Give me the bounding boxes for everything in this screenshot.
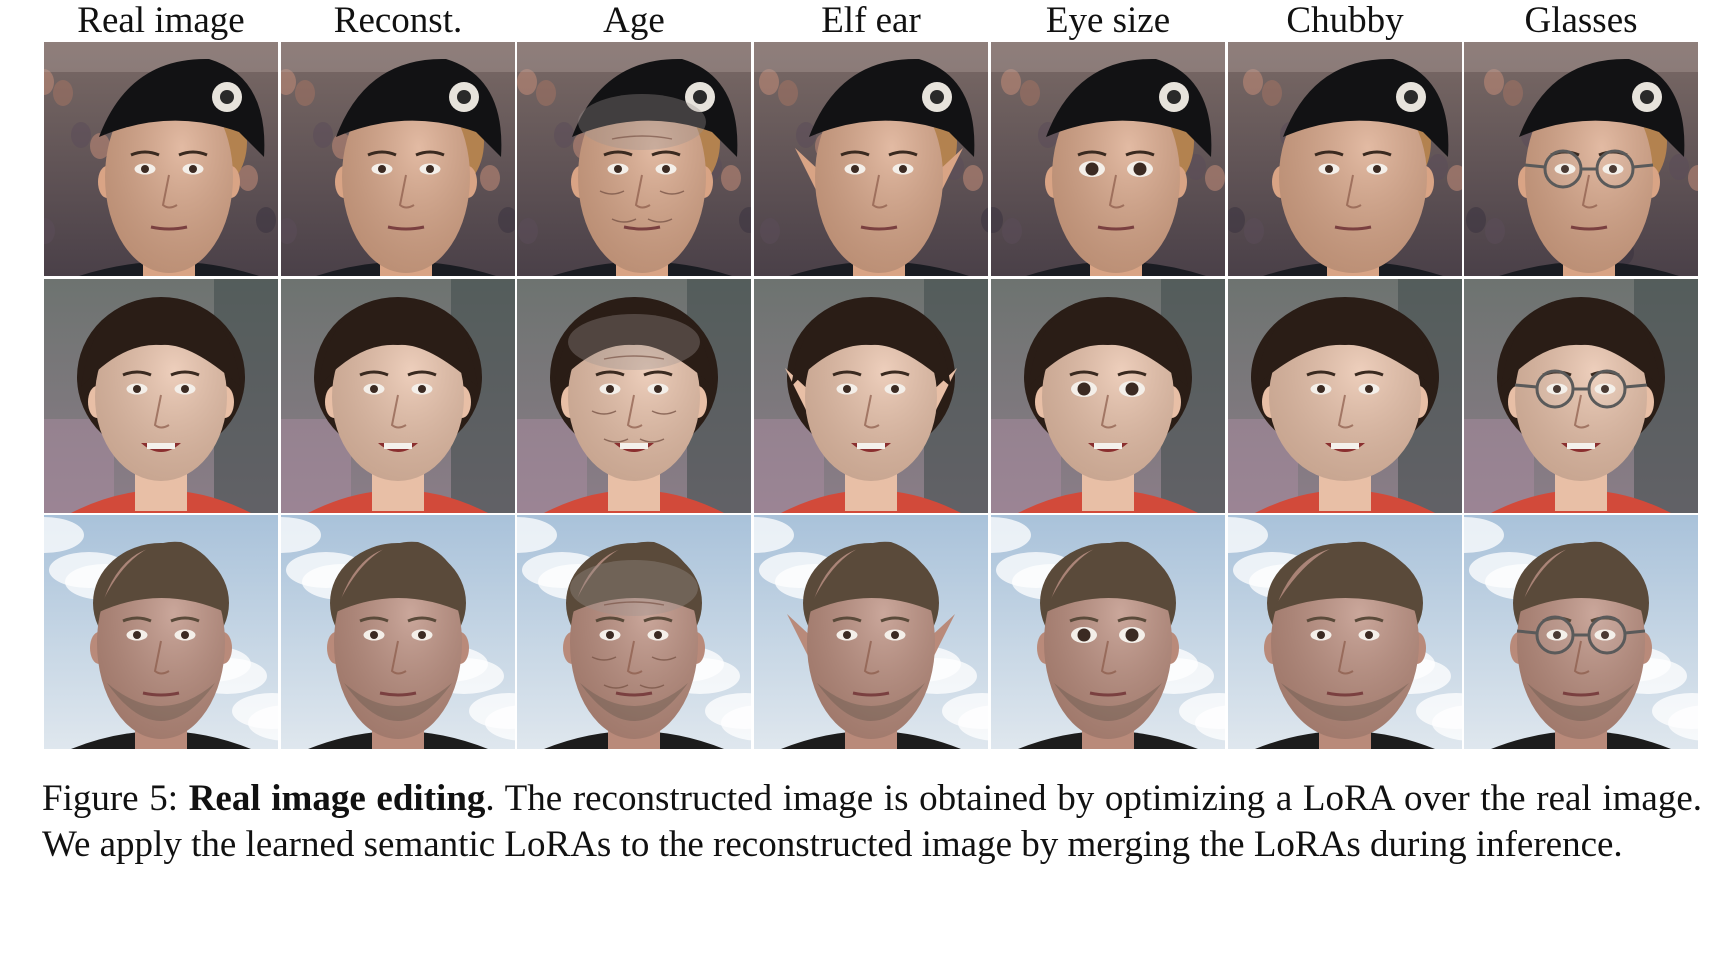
image-grid: [44, 42, 1698, 750]
column-header-real-image: Real image: [77, 0, 245, 41]
column-header-elf-ear: Elf ear: [821, 0, 921, 41]
face-image-r2-age: [517, 279, 751, 513]
face-image-r2-chubby: [1228, 279, 1462, 513]
column-header-chubby: Chubby: [1286, 0, 1404, 41]
face-image-r1-chubby: [1228, 42, 1462, 276]
face-image-r1-age: [517, 42, 751, 276]
column-header-age: Age: [603, 0, 665, 41]
face-image-r1-reconst: [281, 42, 515, 276]
face-image-r3-glasses: [1464, 515, 1698, 749]
face-image-r3-reconst: [281, 515, 515, 749]
column-header-eye-size: Eye size: [1045, 0, 1171, 41]
face-image-r1-real-image: [44, 42, 278, 276]
figure-caption: Figure 5: Real image editing. The recons…: [42, 776, 1702, 868]
face-image-r1-glasses: [1464, 42, 1698, 276]
face-image-r2-real-image: [44, 279, 278, 513]
column-header-reconst: Reconst.: [333, 0, 463, 41]
caption-label: Figure 5:: [42, 778, 189, 819]
face-image-r3-age: [517, 515, 751, 749]
face-image-r2-eye-size: [991, 279, 1225, 513]
face-image-r1-elf-ear: [754, 42, 988, 276]
face-image-r3-eye-size: [991, 515, 1225, 749]
face-image-r2-reconst: [281, 279, 515, 513]
face-image-r2-elf-ear: [754, 279, 988, 513]
column-header-glasses: Glasses: [1524, 0, 1638, 41]
face-image-r3-chubby: [1228, 515, 1462, 749]
column-headers: Real image Reconst. Age Elf ear Eye size Chub…: [44, 0, 1698, 42]
caption-bold-title: Real image editing: [188, 778, 486, 819]
caption-text: . The reconstructed image is obtained by…: [42, 778, 1702, 865]
face-image-r1-eye-size: [991, 42, 1225, 276]
face-image-r3-real-image: [44, 515, 278, 749]
face-image-r2-glasses: [1464, 279, 1698, 513]
face-image-r3-elf-ear: [754, 515, 988, 749]
